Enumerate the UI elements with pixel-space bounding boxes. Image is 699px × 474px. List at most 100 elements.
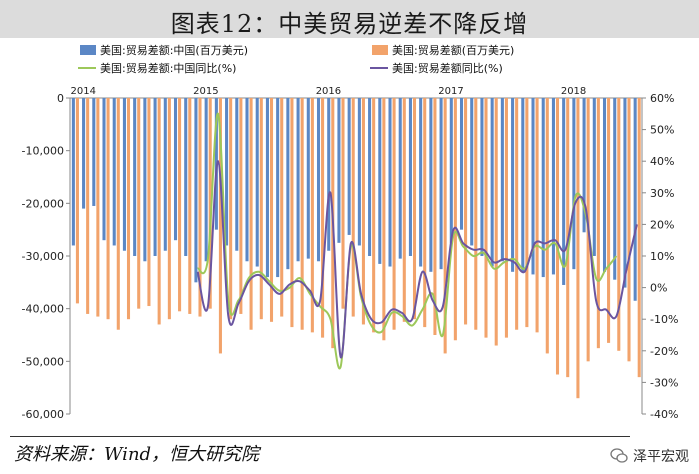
bar-total [218,98,222,354]
bar-total [545,98,549,354]
bar-total [239,98,243,314]
left-axis-tick-label: -40,000 [22,303,64,316]
right-axis-tick-label: -40% [650,408,678,421]
year-label: 2016 [316,86,341,97]
year-label: 2015 [193,86,218,97]
left-axis-tick-label: -60,000 [22,408,64,421]
bar-total [259,98,263,320]
right-axis-tick-label: -10% [650,313,678,326]
bar-total [555,98,560,375]
bar-china [408,98,412,256]
bar-china [347,98,351,235]
bar-china [470,98,474,246]
bar-total [178,98,182,312]
bar-total [137,98,141,309]
bar-china [592,98,596,256]
bar-total [96,98,100,317]
bar-china [551,98,555,275]
bar-china [194,98,198,283]
bar-china [245,98,249,262]
bar-china [92,98,96,206]
bar-china [582,98,586,233]
right-axis-tick-label: 40% [650,155,674,168]
bar-total [637,98,641,378]
bar-china [388,98,392,267]
bar-china [163,98,167,251]
bar-china [286,98,290,270]
bar-total [453,98,457,341]
bar-china [531,98,535,275]
bar-china [82,98,86,209]
right-axis-tick-label: 50% [650,124,674,137]
bar-total [484,98,488,338]
bar-china [378,98,382,264]
source-note: 资料来源：Wind，恒大研究院 [14,444,260,465]
legend-label: 美国:贸易差额:中国同比(%) [100,61,236,75]
bar-china [296,98,300,262]
bar-china [235,98,239,251]
bar-total [423,98,427,328]
bar-total [464,98,468,325]
bar-china [143,98,147,262]
bar-china [102,98,106,241]
right-axis-tick-label: -30% [650,376,678,389]
bar-total [412,98,417,320]
footer-divider [10,436,630,437]
bar-total [576,98,580,399]
bar-total [249,98,253,330]
right-axis-tick-label: 30% [650,187,674,200]
bar-total [535,98,539,333]
bar-total [504,98,508,338]
bar-total [157,98,161,325]
bar-china [398,98,402,259]
bar-total [116,98,120,330]
year-label: 2018 [561,86,586,97]
right-axis-tick-label: 20% [650,218,674,231]
bar-total [494,98,498,346]
bar-china [511,98,515,272]
bar-total [290,98,294,328]
bar-china [480,98,484,256]
chart-area: 0 -10,000 -20,000 -30,000 -40,000 -50,000 -60,… [0,38,699,434]
bar-china [623,98,627,288]
line-china-yoy [196,112,618,370]
bar-total [198,98,202,317]
bar-china [500,98,504,262]
bar-china [337,98,341,243]
bar-china [439,98,443,270]
bar-total [208,98,212,309]
bar-total [474,98,478,330]
bar-china [613,98,617,280]
bar-china [368,98,372,256]
bar-china [153,98,157,256]
chart-title: 图表12：中美贸易逆差不降反增 [170,10,529,38]
bar-total [515,98,519,330]
bar-total [75,98,79,304]
bar-total [269,98,274,322]
watermark-text: 泽平宏观 [633,449,689,465]
wechat-icon [610,448,628,463]
bar-china [265,98,269,278]
bar-china [602,98,607,272]
bar-total [433,98,437,335]
left-axis-tick-label: -50,000 [22,355,64,368]
bar-total [361,98,365,325]
chart-svg: 0 -10,000 -20,000 -30,000 -40,000 -50,000 -60,… [22,43,679,421]
bar-total [229,98,233,320]
bar-china [316,98,321,262]
bar-china [255,98,259,267]
bar-total [126,98,131,320]
bar-china [71,98,75,246]
left-axis-tick-label: -20,000 [22,197,64,210]
bar-china [521,98,525,272]
year-label: 2017 [438,86,463,97]
bar-china [357,98,361,246]
bar-china [541,98,545,278]
bar-china [112,98,116,246]
watermark: 泽平宏观 [610,446,689,466]
bar-total [372,98,376,333]
bar-total [341,98,345,309]
bar-total [627,98,631,362]
bar-total [188,98,192,314]
bar-china [276,98,280,278]
